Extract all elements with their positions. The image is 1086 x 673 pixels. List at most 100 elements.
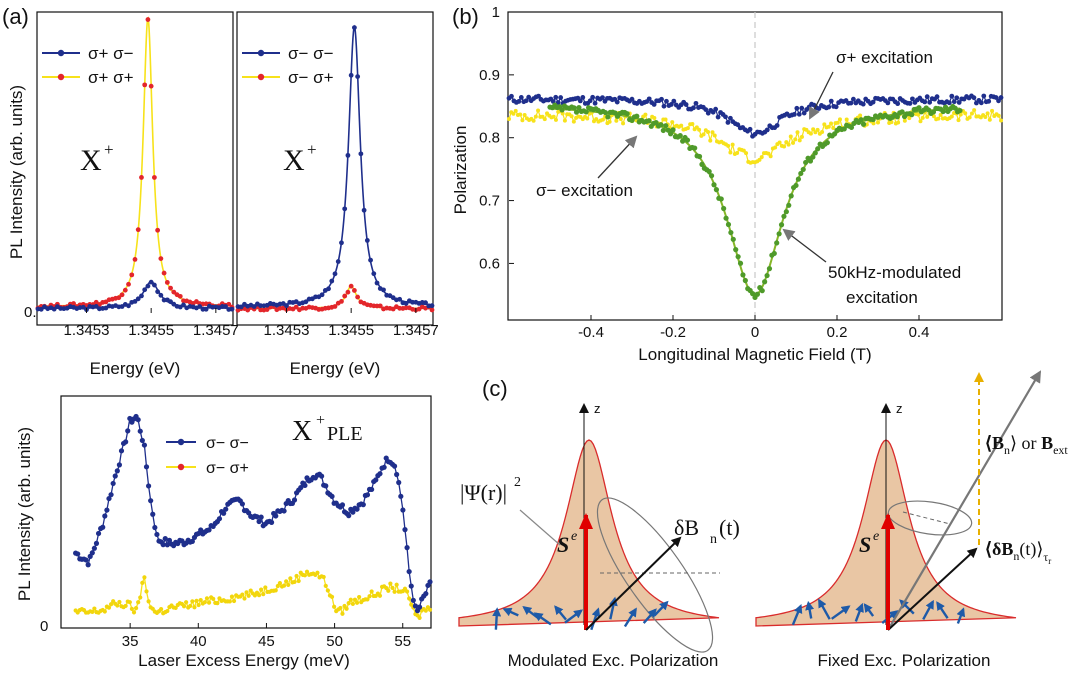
b-series-2-point	[764, 272, 770, 279]
b-series-1-point	[536, 108, 541, 113]
a-bottom-xtick-label: 35	[122, 633, 139, 650]
b-series-1-point	[831, 125, 836, 130]
b-series-1-point	[815, 127, 820, 132]
b-xtick-label: 0.4	[909, 324, 930, 341]
b-series-0-point	[954, 95, 960, 101]
b-series-1-point	[569, 114, 574, 119]
b-series-1-point	[985, 111, 990, 116]
b-series-1-point	[858, 113, 863, 118]
a-bottom-series-0-line	[75, 415, 431, 613]
a-bottom-series-0-point	[112, 473, 118, 479]
a-bottom-series-1-point	[181, 604, 187, 609]
a-bottom-series-1-point	[106, 605, 112, 610]
b-series-0-point	[924, 94, 930, 100]
a-bottom-series-1-point	[142, 575, 147, 580]
a-bottom-series-1-point	[231, 598, 237, 604]
b-series-2-point	[957, 107, 963, 114]
a-right-series-0-point	[355, 74, 361, 79]
b-series-2-point	[795, 176, 802, 182]
b-series-0-point	[590, 94, 596, 100]
b-series-1-point	[670, 120, 675, 125]
b-series-2-point	[706, 168, 712, 175]
b-series-1-point	[808, 131, 813, 136]
b-series-1-point	[871, 121, 876, 126]
b-series-1-point	[777, 140, 782, 145]
b-annotation-sigma-plus: σ+ excitation	[836, 48, 933, 67]
b-series-2-point	[634, 113, 640, 119]
a-bottom-series-1-point	[259, 587, 264, 592]
a-right-series-0-point	[361, 207, 367, 213]
nuclear-spin-arrow	[653, 600, 669, 617]
a-bottom-series-1-point	[102, 609, 107, 614]
b-series-1-point	[788, 134, 793, 139]
a-bottom-annotation-sup: +	[316, 412, 325, 429]
a-bottom-series-1-point	[323, 583, 328, 588]
a-bottom-series-1-point	[92, 606, 97, 611]
a-left-series-1-point	[126, 281, 131, 287]
b-series-1-point	[712, 133, 717, 138]
b-ytick-label: 1	[492, 4, 500, 21]
a-bottom-series-0-point	[125, 428, 131, 434]
b-series-0-point	[668, 102, 674, 107]
b-series-2-point	[725, 221, 732, 228]
b-series-0-point	[934, 94, 940, 100]
b-series-1-point	[531, 118, 536, 123]
b-series-0-point	[764, 127, 770, 133]
a-bottom-series-0-point	[396, 479, 402, 486]
b-series-0-point	[509, 93, 514, 99]
a-bottom-xtick-label: 50	[326, 633, 343, 650]
a-bottom-series-0-point	[189, 538, 195, 544]
a-left-series-1-point	[171, 289, 177, 295]
b-series-1-point	[513, 108, 518, 113]
b-series-1-point	[990, 108, 995, 113]
nuclear-spin-arrow	[791, 603, 803, 626]
b-series-2-point	[658, 122, 664, 128]
a-bottom-series-0-point	[329, 493, 335, 499]
a-bottom-series-0-point	[291, 497, 298, 503]
a-right-series-0-point	[303, 299, 309, 305]
a-bottom-series-1-point	[275, 583, 280, 589]
a-left-series-0-point	[38, 306, 44, 312]
b-series-0-point	[526, 94, 532, 100]
a-bottom-series-0-point	[89, 550, 95, 556]
b-series-1-point	[793, 137, 798, 142]
a-right-series-0-point	[423, 300, 428, 306]
a-bottom-legend-label-1: σ− σ−	[206, 435, 249, 452]
a-bottom-series-0-point	[100, 524, 106, 530]
a-left-series-1-point	[145, 17, 151, 22]
b-series-1-point	[996, 113, 1001, 118]
a-bottom-series-1-point	[357, 594, 362, 600]
a-left-series-1-point	[164, 280, 170, 285]
average-field-arrow	[887, 547, 978, 631]
a-left-series-0-point	[223, 304, 228, 309]
b-series-1-point	[936, 116, 941, 121]
b-xlabel: Longitudinal Magnetic Field (T)	[638, 345, 871, 364]
left-field-label: δB	[674, 515, 699, 540]
a-left-series-1-point	[155, 227, 161, 233]
a-bottom-series-0-point	[206, 527, 212, 533]
a-left-legend-marker-1	[57, 49, 65, 57]
b-series-2-point	[742, 277, 748, 284]
b-series-1-point	[697, 127, 702, 132]
b-series-2-point	[684, 137, 691, 143]
a-bottom-series-1-point	[394, 582, 399, 587]
a-bottom-series-0-point	[116, 462, 122, 468]
a-bottom-series-1-point	[294, 573, 299, 579]
a-bottom-series-0-point	[273, 513, 279, 519]
a-left-series-0-point	[181, 302, 186, 308]
b-series-1-point	[826, 124, 831, 129]
panel-label-c: (c)	[482, 376, 508, 401]
b-series-1-point	[614, 118, 619, 123]
a-bottom-series-1-point	[229, 594, 235, 599]
b-series-0-point	[910, 96, 915, 102]
a-right-series-0-point	[374, 280, 380, 286]
b-series-2-point	[749, 291, 756, 297]
a-left-ylabel: PL Intensity (arb. units)	[7, 85, 26, 259]
a-bottom-series-0-point	[281, 508, 287, 514]
b-series-2-point	[583, 109, 589, 115]
a-left-series-1-point	[161, 270, 167, 276]
a-right-series-0-point	[403, 300, 409, 306]
b-series-1-point	[799, 134, 804, 139]
a-bottom-series-0-point	[323, 483, 329, 489]
nuclear-spin-arrow	[818, 598, 831, 620]
